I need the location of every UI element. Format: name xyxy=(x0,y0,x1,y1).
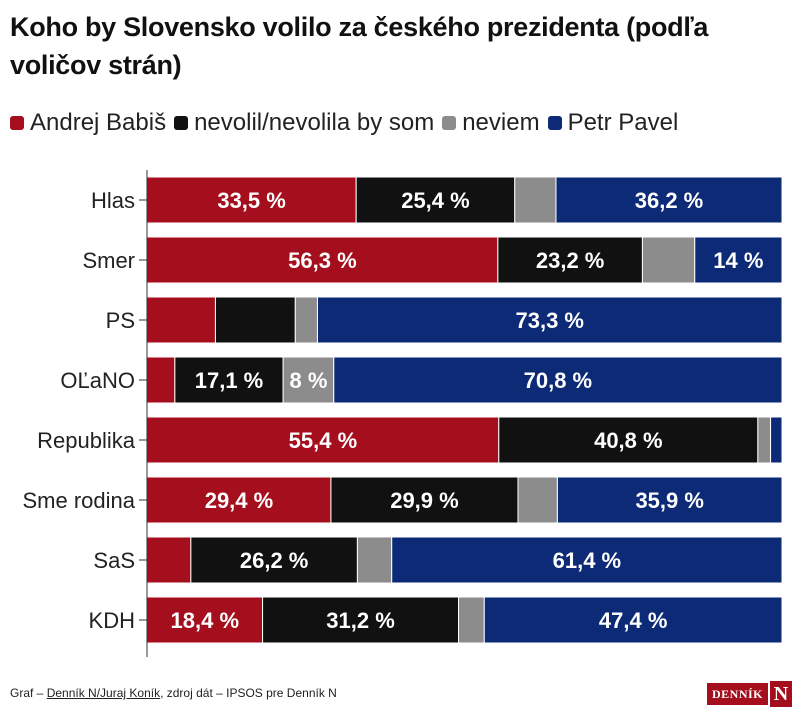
footer-prefix: Graf – xyxy=(10,686,47,700)
data-label-sme-rodina-petr-pavel: 35,9 % xyxy=(635,488,704,513)
data-label-smer-nevolil-nevolila-by-som: 23,2 % xyxy=(536,248,605,273)
data-label-sas-nevolil-nevolila-by-som: 26,2 % xyxy=(240,548,309,573)
data-label-republika-nevolil-nevolila-by-som: 40,8 % xyxy=(594,428,663,453)
bar-olano-petr-pavel xyxy=(333,356,783,404)
legend-label-babis: Andrej Babiš xyxy=(30,109,167,136)
stacked-bar-chart: 33,5 % 25,4 % 36,2 % Hlas 56,3 % 23,2 % 14 % Sm… xyxy=(22,170,783,657)
bar-olano-andrej-babis xyxy=(146,356,176,404)
data-label-sas-petr-pavel: 61,4 % xyxy=(553,548,622,573)
bar-ps-nevolil-nevolila-by-som xyxy=(214,296,296,344)
bar-sas-petr-pavel xyxy=(391,536,783,584)
category-label-sas: SaS xyxy=(93,548,135,573)
legend-swatch-pavel xyxy=(547,116,562,130)
data-label-smer-andrej-babis: 56,3 % xyxy=(288,248,357,273)
author-link[interactable]: Denník N/Juraj Koník xyxy=(46,686,161,700)
source-footer: Graf – Denník N/Juraj Koník, zdroj dát –… xyxy=(10,686,337,700)
data-label-republika-andrej-babis: 55,4 % xyxy=(289,428,358,453)
bar-sas-neviem xyxy=(356,536,393,584)
bar-kdh-neviem xyxy=(458,596,485,644)
footer-suffix: , zdroj dát – IPSOS pre Denník N xyxy=(160,686,337,700)
bar-hlas-petr-pavel xyxy=(555,176,783,224)
category-label-hlas: Hlas xyxy=(91,188,135,213)
bar-kdh-petr-pavel xyxy=(483,596,783,644)
bar-republika-nevolil-nevolila-by-som xyxy=(498,416,759,464)
bar-ps-neviem xyxy=(294,296,318,344)
legend: Andrej Babiš nevolil/nevolila by som nev… xyxy=(10,106,686,140)
bar-smer-petr-pavel xyxy=(694,236,783,284)
data-label-olano-petr-pavel: 70,8 % xyxy=(524,368,593,393)
legend-label-nevolil: nevolil/nevolila by som xyxy=(194,109,435,136)
logo-wordmark: DENNÍK xyxy=(707,683,769,705)
bar-hlas-neviem xyxy=(514,176,557,224)
data-label-olano-neviem: 8 % xyxy=(289,368,327,393)
bar-olano-neviem xyxy=(282,356,335,404)
logo-mark: N xyxy=(770,681,792,707)
legend-item-babis: Andrej Babiš xyxy=(10,109,166,137)
legend-item-pavel: Petr Pavel xyxy=(547,109,679,137)
category-label-sme-rodina: Sme rodina xyxy=(22,488,135,513)
bar-sme-rodina-petr-pavel xyxy=(556,476,783,524)
data-label-ps-petr-pavel: 73,3 % xyxy=(515,308,584,333)
category-label-ps: PS xyxy=(106,308,135,333)
bar-sme-rodina-neviem xyxy=(517,476,558,524)
bar-olano-nevolil-nevolila-by-som xyxy=(174,356,284,404)
category-label-olano: OĽaNO xyxy=(60,368,135,393)
category-label-republika: Republika xyxy=(37,428,136,453)
bar-smer-neviem xyxy=(641,236,696,284)
data-label-hlas-andrej-babis: 33,5 % xyxy=(217,188,286,213)
legend-label-neviem: neviem xyxy=(462,109,540,136)
chart-title: Koho by Slovensko volilo za českého prez… xyxy=(10,12,709,80)
data-label-kdh-nevolil-nevolila-by-som: 31,2 % xyxy=(326,608,395,633)
data-label-olano-nevolil-nevolila-by-som: 17,1 % xyxy=(195,368,264,393)
data-label-kdh-andrej-babis: 18,4 % xyxy=(171,608,240,633)
legend-swatch-nevolil xyxy=(174,116,189,130)
data-label-smer-petr-pavel: 14 % xyxy=(713,248,763,273)
legend-label-pavel: Petr Pavel xyxy=(567,109,679,136)
category-label-kdh: KDH xyxy=(89,608,135,633)
legend-item-nevolil: nevolil/nevolila by som xyxy=(174,109,434,137)
data-label-hlas-nevolil-nevolila-by-som: 25,4 % xyxy=(401,188,470,213)
bar-ps-petr-pavel xyxy=(316,296,783,344)
bar-sas-andrej-babis xyxy=(146,536,192,584)
bar-republika-neviem xyxy=(757,416,772,464)
bar-republika-petr-pavel xyxy=(770,416,783,464)
data-label-sme-rodina-nevolil-nevolila-by-som: 29,9 % xyxy=(390,488,459,513)
data-label-hlas-petr-pavel: 36,2 % xyxy=(635,188,704,213)
data-label-sme-rodina-andrej-babis: 29,4 % xyxy=(205,488,274,513)
bar-ps-andrej-babis xyxy=(146,296,216,344)
dennik-n-logo: DENNÍK N xyxy=(707,681,792,707)
legend-swatch-babis xyxy=(10,116,24,130)
bar-kdh-nevolil-nevolila-by-som xyxy=(262,596,460,644)
data-label-kdh-petr-pavel: 47,4 % xyxy=(599,608,668,633)
legend-swatch-neviem xyxy=(442,116,457,130)
bar-hlas-nevolil-nevolila-by-som xyxy=(355,176,516,224)
bar-hlas-andrej-babis xyxy=(146,176,357,224)
category-label-smer: Smer xyxy=(82,248,135,273)
legend-item-neviem: neviem xyxy=(442,109,540,137)
